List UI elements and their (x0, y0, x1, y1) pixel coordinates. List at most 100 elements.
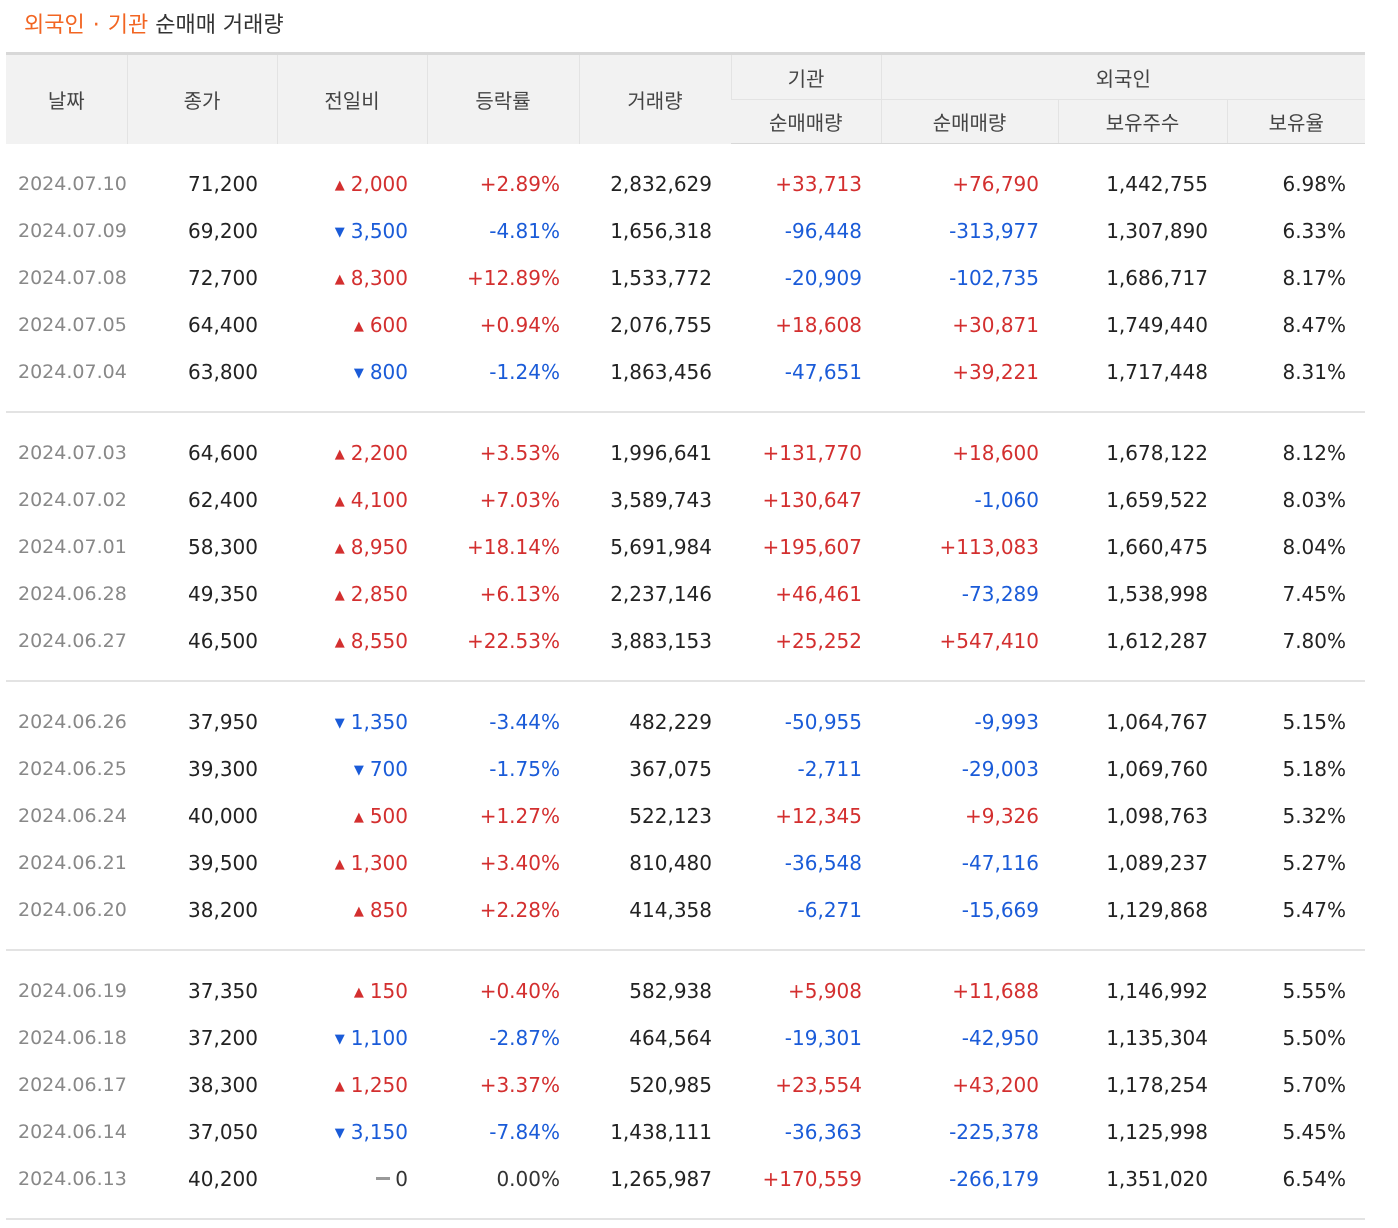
cell-foreign-ratio: 5.32% (1282, 803, 1347, 828)
cell-rate: +0.94% (479, 312, 560, 337)
table-row: 2024.07.10 71,200 ▲ 2,000 +2.89% 2,832,629 +33… (6, 160, 1365, 207)
cell-foreign-holding: 1,069,760 (1106, 756, 1208, 781)
cell-change: 0 (277, 1155, 427, 1202)
table-row: 2024.06.28 49,350 ▲ 2,850 +6.13% 2,237,146 +46… (6, 570, 1365, 617)
cell-volume: 520,985 (629, 1072, 712, 1097)
cell-rate: -2.87% (489, 1025, 560, 1050)
cell-change: ▲ 850 (277, 886, 427, 933)
cell-volume: 1,863,456 (610, 359, 712, 384)
cell-foreign-holding: 1,307,890 (1106, 218, 1208, 243)
cell-volume: 1,265,987 (610, 1166, 712, 1191)
cell-rate: +3.37% (479, 1072, 560, 1097)
table-row: 2024.07.03 64,600 ▲ 2,200 +3.53% 1,996,641 +13… (6, 429, 1365, 476)
cell-rate: +3.40% (479, 850, 560, 875)
cell-foreign-ratio: 8.03% (1282, 487, 1347, 512)
cell-foreign-holding: 1,538,998 (1106, 581, 1208, 606)
up-arrow-icon: ▲ (353, 809, 364, 825)
cell-foreign-ratio: 5.55% (1282, 978, 1347, 1003)
cell-date: 2024.06.17 (18, 1073, 127, 1096)
cell-volume: 464,564 (629, 1025, 712, 1050)
cell-foreign-ratio: 5.15% (1282, 709, 1347, 734)
cell-foreign-ratio: 5.50% (1282, 1025, 1347, 1050)
up-arrow-icon: ▲ (334, 540, 345, 556)
cell-foreign-holding: 1,659,522 (1106, 487, 1208, 512)
cell-rate: -3.44% (489, 709, 560, 734)
change-value: 1,300 (350, 850, 408, 875)
header-close: 종가 (126, 52, 277, 144)
table-row: 2024.07.09 69,200 ▼ 3,500 -4.81% 1,656,318 -96… (6, 207, 1365, 254)
header-rate: 등락률 (426, 52, 579, 144)
cell-foreign-net: -102,735 (949, 265, 1039, 290)
cell-volume: 1,656,318 (610, 218, 712, 243)
cell-close: 39,300 (188, 756, 258, 781)
cell-volume: 3,883,153 (610, 628, 712, 653)
change-value: 3,150 (350, 1119, 408, 1144)
cell-foreign-net: -313,977 (949, 218, 1039, 243)
cell-foreign-holding: 1,442,755 (1106, 171, 1208, 196)
cell-foreign-ratio: 5.45% (1282, 1119, 1347, 1144)
cell-close: 37,950 (188, 709, 258, 734)
cell-foreign-holding: 1,064,767 (1106, 709, 1208, 734)
table-row: 2024.07.05 64,400 ▲ 600 +0.94% 2,076,755 +18,6… (6, 301, 1365, 348)
down-arrow-icon: ▼ (353, 365, 364, 381)
down-arrow-icon: ▼ (334, 224, 345, 240)
cell-close: 72,700 (188, 265, 258, 290)
cell-date: 2024.06.18 (18, 1026, 127, 1049)
header-institution-net: 순매매량 (731, 99, 881, 144)
change-value: 1,250 (350, 1072, 408, 1097)
table-row: 2024.06.18 37,200 ▼ 1,100 -2.87% 464,564 -19,3… (6, 1014, 1365, 1061)
change-value: 4,100 (350, 487, 408, 512)
cell-close: 40,000 (188, 803, 258, 828)
table-row: 2024.07.01 58,300 ▲ 8,950 +18.14% 5,691,984 +1… (6, 523, 1365, 570)
cell-foreign-ratio: 5.70% (1282, 1072, 1347, 1097)
table-row: 2024.06.25 39,300 ▼ 700 -1.75% 367,075 -2,711 -… (6, 745, 1365, 792)
cell-foreign-holding: 1,749,440 (1106, 312, 1208, 337)
cell-volume: 414,358 (629, 897, 712, 922)
header-institution-group: 기관 (730, 52, 881, 100)
cell-date: 2024.06.27 (18, 629, 127, 652)
cell-date: 2024.06.26 (18, 710, 127, 733)
title-separator: · (92, 13, 100, 38)
trading-table: 날짜 종가 전일비 등락률 거래량 기관 외국인 순매매량 순매매량 보유주수 … (6, 52, 1366, 1220)
cell-close: 62,400 (188, 487, 258, 512)
cell-foreign-holding: 1,089,237 (1106, 850, 1208, 875)
cell-institution-net: +5,908 (787, 978, 862, 1003)
cell-change: ▲ 500 (277, 792, 427, 839)
cell-foreign-ratio: 8.47% (1282, 312, 1347, 337)
cell-volume: 810,480 (629, 850, 712, 875)
cell-institution-net: -50,955 (784, 709, 862, 734)
cell-rate: +0.40% (479, 978, 560, 1003)
cell-change: ▲ 2,200 (277, 429, 427, 476)
up-arrow-icon: ▲ (334, 493, 345, 509)
cell-close: 37,350 (188, 978, 258, 1003)
cell-foreign-net: -9,993 (974, 709, 1039, 734)
cell-close: 40,200 (188, 1166, 258, 1191)
cell-close: 37,050 (188, 1119, 258, 1144)
change-value: 8,550 (350, 628, 408, 653)
cell-change: ▲ 8,300 (277, 254, 427, 301)
title-institution: 기관 (107, 13, 149, 38)
spacer-row (6, 395, 1365, 411)
cell-foreign-net: -225,378 (949, 1119, 1039, 1144)
cell-change: ▼ 1,350 (277, 698, 427, 745)
change-value: 8,300 (350, 265, 408, 290)
cell-foreign-holding: 1,098,763 (1106, 803, 1208, 828)
cell-foreign-net: -73,289 (961, 581, 1039, 606)
cell-rate: -1.75% (489, 756, 560, 781)
cell-rate: -1.24% (489, 359, 560, 384)
change-value: 700 (369, 756, 408, 781)
header-change: 전일비 (276, 52, 427, 144)
title-rest: 순매매 거래량 (155, 13, 284, 38)
cell-foreign-net: +39,221 (952, 359, 1039, 384)
spacer-row (6, 681, 1365, 698)
table-body: 2024.07.10 71,200 ▲ 2,000 +2.89% 2,832,629 +33… (6, 144, 1366, 1220)
cell-change: ▲ 2,850 (277, 570, 427, 617)
spacer-row (6, 144, 1365, 161)
cell-volume: 2,076,755 (610, 312, 712, 337)
cell-foreign-ratio: 8.12% (1282, 440, 1347, 465)
cell-close: 46,500 (188, 628, 258, 653)
change-value: 8,950 (350, 534, 408, 559)
header-foreign-group: 외국인 (880, 52, 1366, 100)
cell-foreign-holding: 1,660,475 (1106, 534, 1208, 559)
cell-foreign-ratio: 6.33% (1282, 218, 1347, 243)
